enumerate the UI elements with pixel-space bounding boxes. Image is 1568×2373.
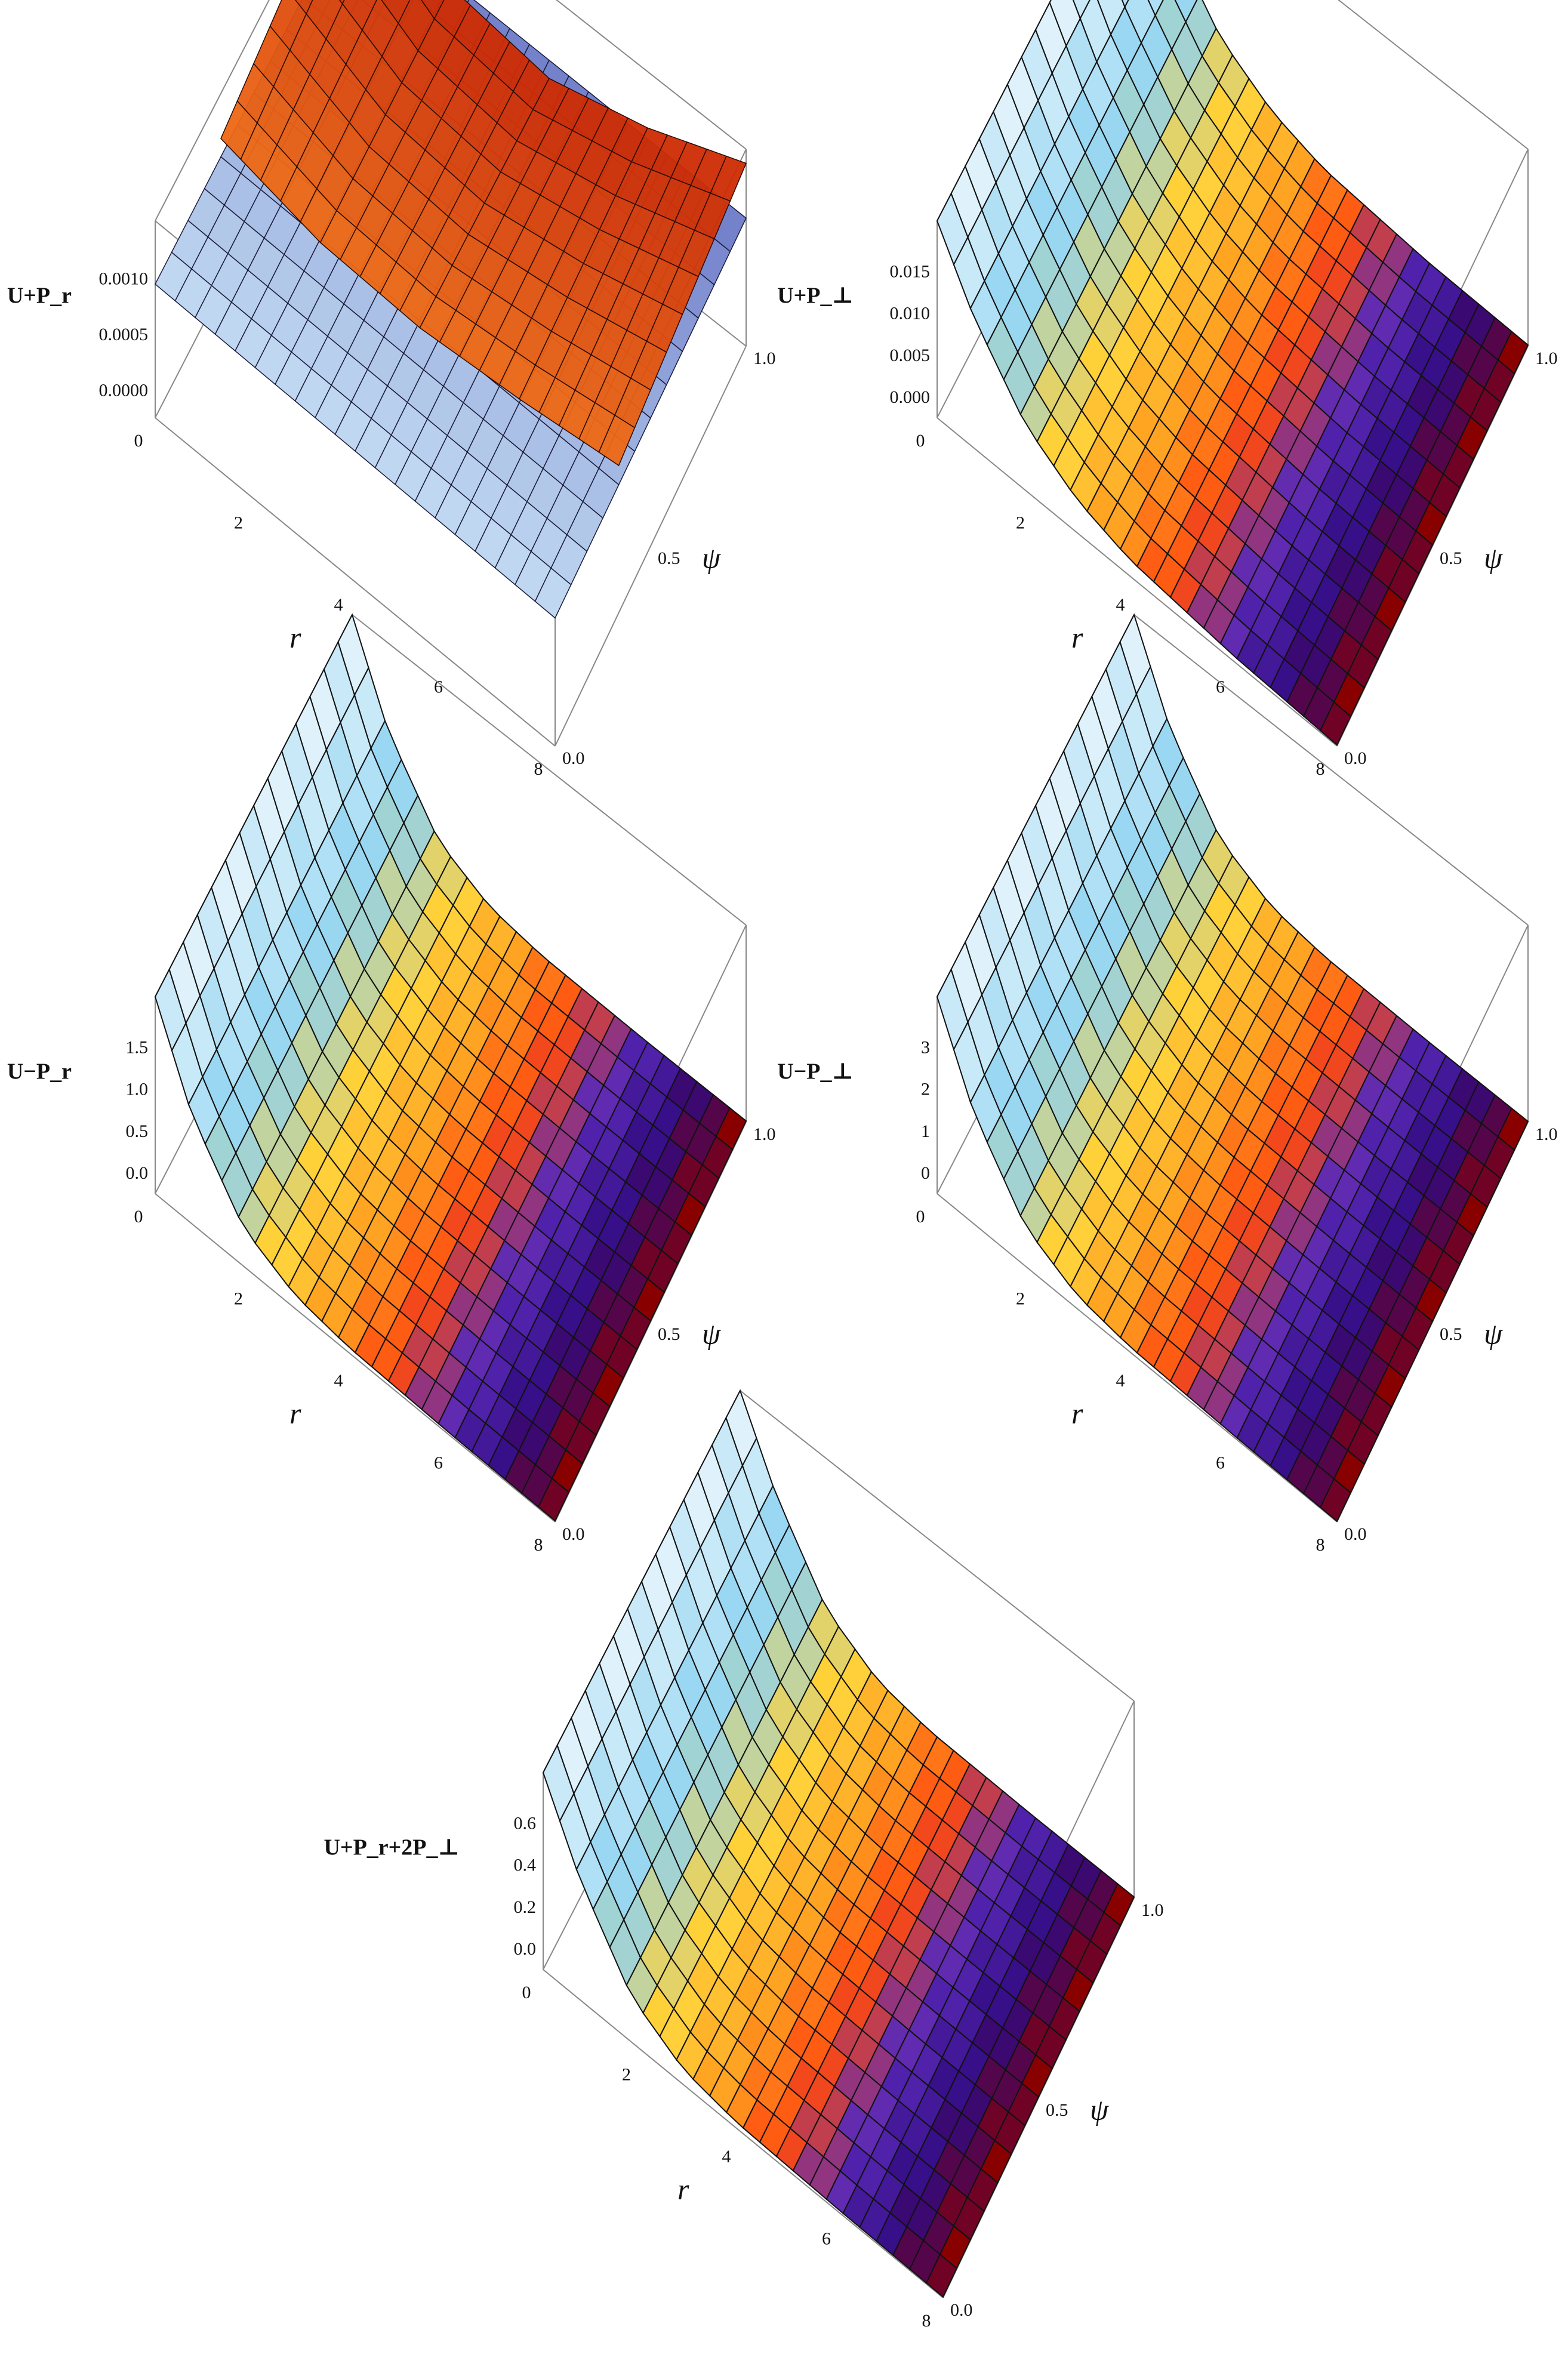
y-axis-label: ψ (1090, 2093, 1109, 2127)
x-tick-label: 4 (1116, 595, 1125, 615)
y-tick-label: 0.5 (1440, 1324, 1462, 1344)
y-tick-label: 0.5 (1440, 548, 1462, 568)
x-tick-label: 2 (234, 1289, 243, 1309)
box-edge (1133, 614, 1529, 926)
x-tick-label: 0 (916, 431, 925, 451)
y-tick-label: 1.0 (753, 349, 776, 368)
chart-panel-1: 0 2 4 6 8 r 0.0 0.5 1.0 ψ 0.0000 0.0005 0.0010 U+P_r (7, 0, 776, 779)
box-edge (155, 0, 270, 221)
surface-cell (925, 2253, 958, 2298)
x-tick-label: 4 (334, 595, 343, 615)
x-axis-label: r (1071, 1397, 1083, 1430)
x-tick-label: 2 (1016, 1289, 1025, 1309)
x-tick-label: 6 (822, 2229, 831, 2249)
z-tick-label: 0.0005 (99, 325, 149, 344)
y-tick-label: 0.0 (1344, 748, 1367, 768)
box-edge (740, 1390, 1135, 1702)
box-edge (1338, 0, 1529, 150)
x-tick-label: 0 (134, 431, 143, 451)
z-axis-label: U−P_⊥ (777, 1059, 854, 1084)
z-tick-label: 0.4 (514, 1856, 537, 1875)
x-tick-label: 4 (334, 1371, 343, 1391)
x-tick-label: 8 (1316, 759, 1325, 779)
y-tick-label: 1.0 (753, 1124, 776, 1144)
y-tick-label: 0.0 (1344, 1524, 1367, 1544)
box-edge (937, 417, 1338, 747)
chart-panel-5: 0 2 4 6 8 r 0.0 0.5 1.0 ψ 0.0 0.2 0.4 0.6 U+P_r+2P_⊥ (324, 1389, 1164, 2331)
flat-surface-cell (534, 567, 572, 619)
z-tick-label: 0.010 (890, 304, 931, 323)
box-edge (937, 1193, 1338, 1523)
chart-panel-2: 0 2 4 6 8 r 0.0 0.5 1.0 ψ 0.000 0.005 0.010 0.015 U+P_… (777, 0, 1558, 779)
surface-cell (1121, 0, 1129, 9)
x-axis-label: r (1071, 621, 1083, 654)
x-tick-label: 4 (1116, 1371, 1125, 1391)
x-tick-label: 6 (1216, 677, 1225, 697)
y-tick-label: 1.0 (1535, 1124, 1558, 1144)
z-tick-label: 0.000 (890, 387, 931, 407)
z-tick-label: 1.0 (126, 1080, 149, 1099)
y-axis-label: ψ (702, 541, 721, 575)
x-tick-label: 6 (1216, 1453, 1225, 1473)
x-axis-label: r (289, 621, 301, 654)
z-axis-label: U+P_⊥ (777, 283, 854, 308)
box-edge (543, 1969, 944, 2298)
y-tick-label: 1.0 (1535, 349, 1558, 368)
z-axis-label: U+P_r (7, 283, 72, 308)
x-axis-label: r (289, 1397, 301, 1430)
z-tick-label: 0.0 (126, 1163, 149, 1183)
z-tick-label: 0 (921, 1163, 930, 1183)
parabola-surface-cell (598, 414, 636, 467)
x-tick-label: 0 (134, 1207, 143, 1226)
box-edge (155, 417, 556, 747)
x-tick-label: 4 (722, 2147, 731, 2166)
z-tick-label: 0.0010 (99, 269, 149, 288)
surface-cell (1319, 701, 1352, 746)
y-tick-label: 0.5 (658, 1324, 680, 1344)
x-tick-label: 2 (234, 513, 243, 533)
x-tick-label: 2 (622, 2065, 631, 2085)
y-tick-label: 0.0 (562, 1524, 585, 1544)
surface-cell (537, 1477, 570, 1522)
z-tick-label: 3 (921, 1038, 930, 1058)
y-tick-label: 0.0 (950, 2300, 973, 2320)
z-tick-label: 1 (921, 1121, 930, 1141)
z-tick-label: 0.0000 (99, 380, 149, 400)
chart-panel-3: 0 2 4 6 8 r 0.0 0.5 1.0 ψ 0.0 0.5 1.0 1.5 U−P_r (7, 613, 776, 1555)
z-tick-label: 1.5 (126, 1038, 149, 1058)
y-axis-label: ψ (702, 1317, 721, 1351)
box-edge (155, 1193, 556, 1523)
surface-cell (1319, 1478, 1352, 1523)
x-tick-label: 0 (916, 1207, 925, 1226)
z-axis-label: U+P_r+2P_⊥ (324, 1835, 460, 1860)
x-tick-label: 6 (434, 677, 443, 697)
box-edge (556, 0, 747, 150)
x-tick-label: 8 (534, 1535, 543, 1555)
z-tick-label: 0.5 (126, 1121, 149, 1141)
y-tick-label: 1.0 (1141, 1900, 1164, 1920)
y-tick-label: 0.5 (658, 548, 680, 568)
box-edge (555, 346, 747, 747)
y-tick-label: 0.5 (1046, 2100, 1068, 2120)
z-tick-label: 0.6 (514, 1814, 537, 1833)
chart-panel-4: 0 2 4 6 8 r 0.0 0.5 1.0 ψ 0 1 2 3 U−P_⊥ (777, 613, 1558, 1555)
x-tick-label: 2 (1016, 513, 1025, 533)
z-tick-label: 0.015 (890, 262, 931, 282)
x-axis-label: r (677, 2172, 689, 2206)
z-tick-label: 0.005 (890, 346, 931, 365)
y-tick-label: 0.0 (562, 748, 585, 768)
z-tick-label: 0.0 (514, 1939, 537, 1959)
x-tick-label: 6 (434, 1453, 443, 1473)
x-tick-label: 8 (1316, 1535, 1325, 1555)
x-tick-label: 0 (522, 1983, 531, 2002)
y-axis-label: ψ (1484, 1317, 1503, 1351)
z-axis-label: U−P_r (7, 1059, 72, 1084)
y-axis-label: ψ (1484, 541, 1503, 575)
box-edge (352, 614, 747, 926)
x-tick-label: 8 (534, 759, 543, 779)
x-tick-label: 8 (922, 2311, 931, 2331)
z-tick-label: 0.2 (514, 1897, 537, 1917)
z-tick-label: 2 (921, 1080, 930, 1099)
